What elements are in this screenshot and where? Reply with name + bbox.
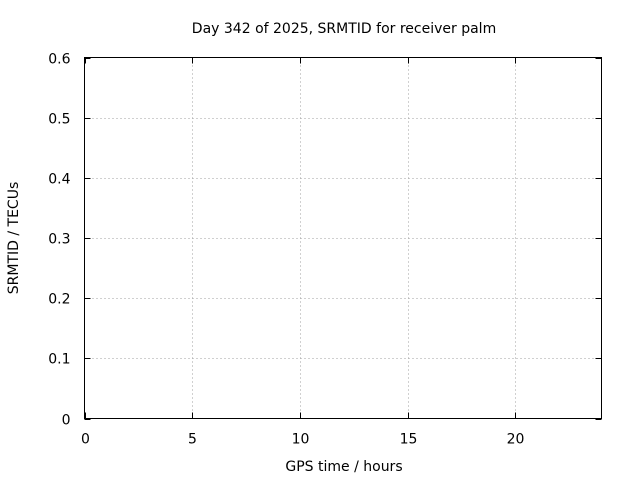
x-tick-label: 15 [400,432,418,448]
chart-title: Day 342 of 2025, SRMTID for receiver pal… [192,21,496,37]
y-tick-label: 0.1 [48,352,70,368]
y-tick-labels: 0 0.1 0.2 0.3 0.4 0.5 0.6 [48,52,70,429]
x-tick-labels: 0 5 10 15 20 [81,432,524,448]
y-axis-title: SRMTID / TECUs [6,182,22,295]
y-tick-label: 0.5 [48,112,70,128]
axis-ticks [84,57,602,420]
y-tick-label: 0.2 [48,292,70,308]
grid-lines [84,57,602,419]
y-tick-label: 0.4 [48,172,70,188]
x-tick-label: 20 [507,432,525,448]
x-axis-title: GPS time / hours [285,459,402,475]
y-tick-label: 0.3 [48,232,70,248]
y-tick-label: 0.6 [48,52,70,68]
plot-frame [84,57,602,419]
x-tick-label: 10 [292,432,310,448]
x-tick-label: 5 [188,432,197,448]
y-tick-label: 0 [62,413,71,429]
x-tick-label: 0 [81,432,90,448]
